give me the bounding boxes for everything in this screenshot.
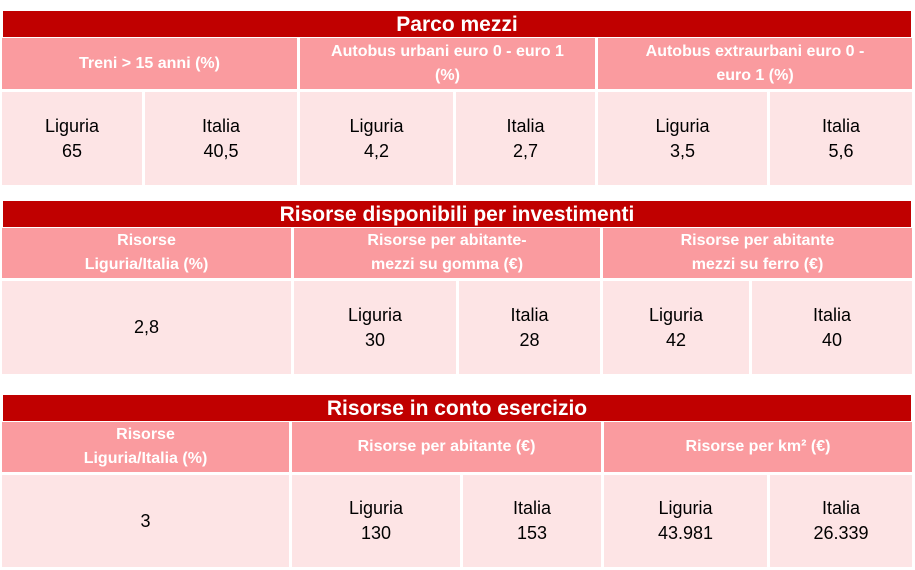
cell-urbani-italia: Italia 2,7	[456, 92, 598, 185]
region-label: Italia	[821, 498, 861, 518]
value: 5,6	[828, 140, 854, 161]
value: 65	[61, 140, 83, 161]
header-row: Risorse Liguria/Italia (%) Risorse per a…	[2, 228, 912, 278]
header-autobus-extraurbani: Autobus extraurbani euro 0 - euro 1 (%)	[645, 42, 865, 84]
cell-treni-liguria: Liguria 65	[2, 92, 145, 185]
value: 3	[140, 510, 151, 531]
value: 130	[360, 523, 392, 543]
data-row: Liguria 65 Italia 40,5 Liguria 4,2 Itali…	[2, 89, 912, 185]
section-investimenti: Risorse disponibili per investimenti Ris…	[2, 200, 912, 374]
value: 153	[516, 523, 548, 543]
cell-abitante-italia: Italia 153	[463, 475, 604, 567]
region-label: Liguria	[347, 304, 403, 325]
region-label: Italia	[510, 304, 549, 325]
region-label: Italia	[812, 304, 852, 325]
section-title: Parco mezzi	[2, 10, 912, 38]
header-row: Treni > 15 anni (%) Autobus urbani euro …	[2, 38, 912, 89]
region-label: Liguria	[44, 115, 100, 136]
value: 3,5	[669, 140, 696, 161]
section-esercizio: Risorse in conto esercizio Risorse Ligur…	[2, 394, 912, 567]
header-risorse-percent: Risorse Liguria/Italia (%)	[2, 422, 292, 472]
region-label: Liguria	[658, 498, 713, 518]
header-km2: Risorse per km² (€)	[685, 438, 831, 455]
value: 43.981	[657, 523, 714, 543]
header-abitante: Risorse per abitante (€)	[292, 422, 604, 472]
section-title: Risorse in conto esercizio	[2, 394, 912, 422]
header-autobus-urbani: Autobus urbani euro 0 - euro 1 (%)	[300, 38, 598, 89]
header-gomma: Risorse per abitante- mezzi su gomma (€)	[294, 228, 603, 278]
cell-abitante-liguria: Liguria 130	[292, 475, 463, 567]
region-label: Italia	[506, 115, 545, 136]
value: 40,5	[203, 140, 239, 161]
value: 26.339	[813, 523, 869, 543]
cell-extraurbani-liguria: Liguria 3,5	[598, 92, 770, 185]
region-label: Italia	[512, 498, 552, 518]
cell-urbani-liguria: Liguria 4,2	[300, 92, 456, 185]
cell-treni-italia: Italia 40,5	[145, 92, 300, 185]
value: 4,2	[363, 140, 390, 161]
region-label: Liguria	[349, 115, 404, 136]
region-label: Liguria	[655, 115, 710, 136]
value: 40	[821, 329, 843, 350]
value: 28	[519, 329, 540, 350]
region-label: Italia	[821, 115, 861, 136]
data-row: 3 Liguria 130 Italia 153 Liguria 43.981 …	[2, 472, 912, 567]
cell-gomma-italia: Italia 28	[459, 281, 603, 374]
cell-km2-liguria: Liguria 43.981	[604, 475, 770, 567]
header-treni: Treni > 15 anni (%)	[2, 38, 300, 89]
region-label: Italia	[201, 115, 241, 136]
cell-extraurbani-italia: Italia 5,6	[770, 92, 912, 185]
cell-ferro-liguria: Liguria 42	[603, 281, 752, 374]
value: 2,7	[512, 140, 539, 161]
value: 42	[665, 329, 687, 350]
cell-risorse-percent: 3	[2, 475, 292, 567]
section-title: Risorse disponibili per investimenti	[2, 200, 912, 228]
cell-gomma-liguria: Liguria 30	[294, 281, 459, 374]
cell-risorse-percent: 2,8	[2, 281, 294, 374]
value: 30	[364, 329, 386, 350]
header-row: Risorse Liguria/Italia (%) Risorse per a…	[2, 422, 912, 472]
section-parco-mezzi: Parco mezzi Treni > 15 anni (%) Autobus …	[2, 10, 912, 185]
cell-ferro-italia: Italia 40	[752, 281, 912, 374]
region-label: Liguria	[348, 498, 404, 518]
region-label: Liguria	[648, 304, 704, 325]
header-risorse-percent: Risorse Liguria/Italia (%)	[2, 228, 294, 278]
header-ferro: Risorse per abitante mezzi su ferro (€)	[680, 232, 835, 273]
cell-km2-italia: Italia 26.339	[770, 475, 912, 567]
value: 2,8	[133, 317, 160, 337]
data-row: 2,8 Liguria 30 Italia 28 Liguria 42 Ital…	[2, 278, 912, 374]
